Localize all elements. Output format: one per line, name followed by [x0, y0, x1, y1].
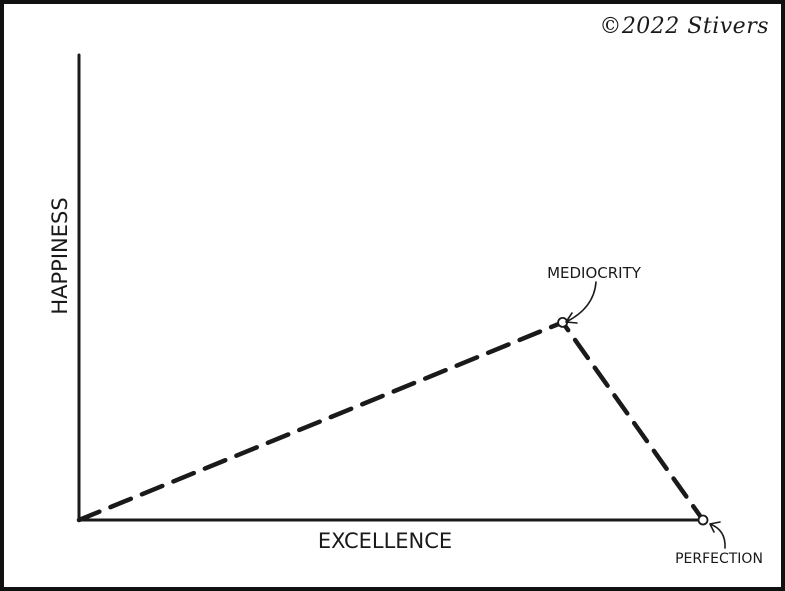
x-axis-label: EXCELLENCE [318, 529, 452, 553]
arrow-icon-mediocrity [565, 281, 597, 324]
series-line [76, 320, 706, 523]
point-label-mediocrity: MEDIOCRITY [547, 264, 642, 282]
arrow-icon-perfection [709, 521, 726, 549]
point-label-perfection: PERFECTION [675, 551, 763, 567]
data-point-perfection [697, 514, 709, 526]
y-axis-label: HAPPINESS [48, 197, 72, 314]
credit-signature: ©2022 Stivers [599, 14, 769, 39]
